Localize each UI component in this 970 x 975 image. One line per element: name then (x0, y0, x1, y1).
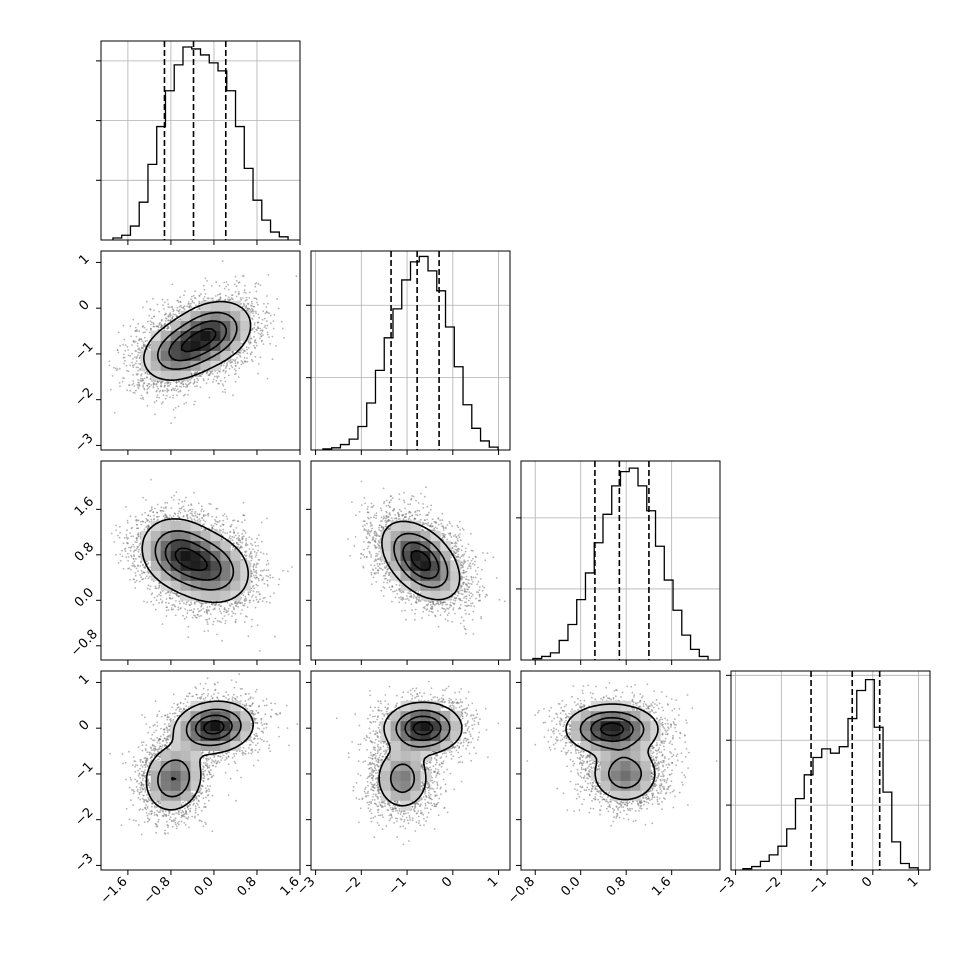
x-tick-label: 1.6 (649, 874, 674, 899)
y-tick-label: 0 (76, 297, 92, 313)
pair-panel-p2-p3 (521, 671, 720, 870)
y-tick-label: −1 (72, 759, 96, 783)
x-tick-label: −0.8 (505, 874, 538, 907)
y-tick-label: −2 (72, 385, 96, 409)
pair-panel-p0-p1 (92, 251, 300, 450)
axes-frame (101, 41, 300, 240)
axes-frame (731, 671, 930, 870)
grid-lines (101, 41, 300, 240)
x-tick-label: −0.8 (141, 874, 174, 907)
x-tick-label: −2 (760, 874, 784, 898)
x-tick-label: −3 (294, 874, 318, 898)
y-tick-label: −0.8 (68, 627, 101, 660)
x-tick-label: 1 (905, 874, 921, 890)
x-tick-label: 0.0 (558, 874, 583, 899)
y-tick-label: 1 (76, 252, 92, 268)
histogram-p1 (306, 251, 510, 450)
x-tick-label: −1.6 (98, 874, 131, 907)
y-tick-label: 1 (76, 672, 92, 688)
x-tick-label: 0 (439, 874, 455, 890)
y-tick-label: −3 (72, 851, 96, 875)
pair-panel-p0-p2 (96, 461, 300, 660)
x-tick-label: 1 (485, 874, 501, 890)
grid-lines (731, 671, 930, 870)
y-tick-label: 0 (76, 717, 92, 733)
histogram-p2 (516, 461, 720, 660)
axes-frame (311, 251, 510, 450)
x-tick-label: −1 (386, 874, 410, 898)
grid-lines (521, 461, 720, 660)
y-tick-label: 0.0 (72, 585, 97, 610)
x-tick-label: −1 (806, 874, 830, 898)
y-tick-label: −2 (72, 805, 96, 829)
x-tick-label: 0.8 (604, 874, 629, 899)
grid-lines (311, 251, 510, 450)
x-tick-label: 0 (859, 874, 875, 890)
pair-panel-p1-p3 (311, 663, 510, 870)
histogram-steps (533, 468, 708, 660)
x-tick-label: −2 (340, 874, 364, 898)
y-tick-label: −3 (72, 431, 96, 455)
density-cells (381, 521, 461, 601)
histogram-p3 (726, 671, 930, 870)
pair-panel-p0-p3 (101, 671, 300, 870)
scatter-points (109, 673, 298, 835)
y-tick-label: −1 (72, 339, 96, 363)
histogram-steps (113, 47, 288, 240)
x-tick-label: −3 (714, 874, 738, 898)
x-tick-label: 0.0 (192, 874, 217, 899)
pair-panel-p1-p2 (311, 461, 510, 660)
histogram-steps (743, 680, 918, 870)
histogram-steps (323, 256, 498, 450)
x-tick-label: 0.8 (235, 874, 260, 899)
histogram-p0 (96, 41, 300, 240)
y-tick-label: 0.8 (72, 540, 97, 565)
y-tick-label: 1.6 (72, 494, 97, 519)
axes-frame (521, 461, 720, 660)
